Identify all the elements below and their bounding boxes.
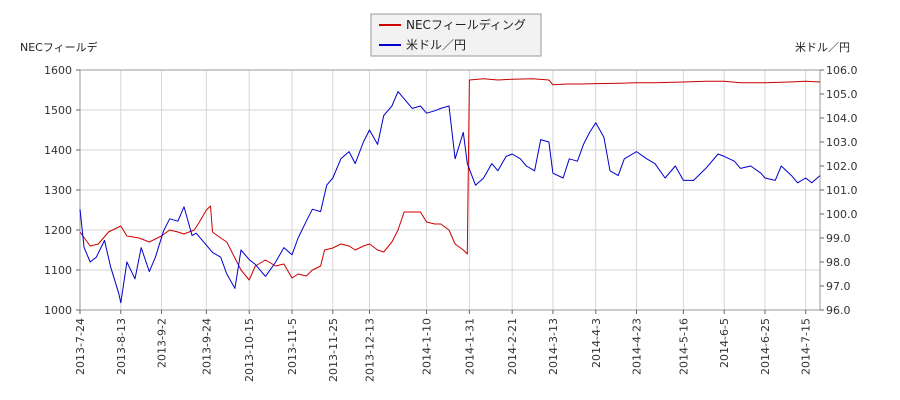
right-tick-label: 100.0 bbox=[826, 208, 858, 221]
right-tick-label: 102.0 bbox=[826, 160, 858, 173]
legend-box bbox=[370, 13, 542, 57]
x-tick-label: 2014-3-13 bbox=[547, 318, 560, 375]
x-tick-label: 2013-11-25 bbox=[327, 318, 340, 382]
right-tick-label: 105.0 bbox=[826, 88, 858, 101]
legend: NECフィールディング 米ドル／円 bbox=[370, 13, 542, 57]
x-tick-label: 2014-1-10 bbox=[421, 318, 434, 375]
x-tick-label: 2014-7-15 bbox=[800, 318, 813, 375]
x-tick-label: 2013-12-13 bbox=[363, 318, 376, 382]
right-tick-label: 101.0 bbox=[826, 184, 858, 197]
left-tick-label: 1000 bbox=[44, 304, 72, 317]
x-tick-label: 2013-10-15 bbox=[243, 318, 256, 382]
left-axis-title: NECフィールデ bbox=[20, 40, 98, 54]
right-tick-label: 99.0 bbox=[826, 232, 851, 245]
right-tick-label: 96.0 bbox=[826, 304, 851, 317]
series-layer bbox=[79, 78, 821, 304]
x-tick-label: 2013-7-24 bbox=[74, 318, 87, 375]
right-axis-title: 米ドル／円 bbox=[795, 41, 850, 54]
x-tick-label: 2014-5-16 bbox=[677, 318, 690, 375]
left-axis: 1000 1100 1200 1300 1400 1500 1600 bbox=[44, 64, 80, 317]
left-tick-label: 1600 bbox=[44, 64, 72, 77]
right-tick-label: 106.0 bbox=[826, 64, 858, 77]
left-tick-label: 1100 bbox=[44, 264, 72, 277]
right-axis: 96.0 97.0 98.0 99.0 100.0 101.0 102.0 103.0 104.… bbox=[820, 64, 858, 317]
x-tick-label: 2014-4-3 bbox=[590, 318, 603, 368]
right-tick-label: 98.0 bbox=[826, 256, 851, 269]
grid bbox=[79, 69, 820, 311]
right-tick-label: 97.0 bbox=[826, 280, 851, 293]
x-tick-label: 2013-9-24 bbox=[200, 318, 213, 375]
right-tick-label: 104.0 bbox=[826, 112, 858, 125]
x-tick-label: 2014-6-5 bbox=[718, 318, 731, 368]
x-axis: 2013-7-24 2013-8-13 2013-9-2 2013-9-24 2013-… bbox=[74, 310, 813, 382]
left-tick-label: 1500 bbox=[44, 104, 72, 117]
left-tick-label: 1300 bbox=[44, 184, 72, 197]
x-tick-label: 2013-11-5 bbox=[286, 318, 299, 375]
x-tick-label: 2013-8-13 bbox=[115, 318, 128, 375]
series-line-usdjpy bbox=[79, 91, 821, 304]
legend-label-necfielding: NECフィールディング bbox=[406, 17, 526, 32]
x-tick-label: 2014-1-31 bbox=[463, 318, 476, 375]
x-tick-label: 2013-9-2 bbox=[156, 318, 169, 368]
x-tick-label: 2014-2-21 bbox=[506, 318, 519, 375]
left-tick-label: 1400 bbox=[44, 144, 72, 157]
legend-label-usdjpy: 米ドル／円 bbox=[406, 38, 466, 52]
left-tick-label: 1200 bbox=[44, 224, 72, 237]
right-tick-label: 103.0 bbox=[826, 136, 858, 149]
x-tick-label: 2014-4-23 bbox=[631, 318, 644, 375]
x-tick-label: 2014-6-25 bbox=[759, 318, 772, 375]
series-line-necfielding bbox=[79, 78, 821, 281]
